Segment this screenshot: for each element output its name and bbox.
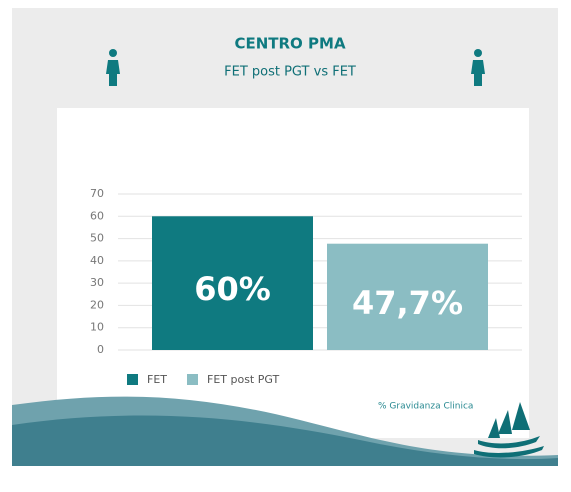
data-label: 60% — [194, 270, 271, 308]
data-label: 47,7% — [352, 284, 463, 322]
plot: 0 10 20 30 40 50 60 70 60% 47,7% FET FET post PGT — [90, 187, 522, 386]
y-tick-label: 10 — [90, 321, 104, 334]
y-tick-label: 30 — [90, 276, 104, 289]
y-tick-label: 0 — [97, 343, 104, 356]
y-tick-label: 50 — [90, 232, 104, 245]
chart-subtitle: FET post PGT vs FET — [224, 65, 356, 80]
wave — [12, 415, 558, 466]
legend-label: FET post PGT — [207, 373, 280, 386]
person-icon — [106, 49, 485, 86]
y-tick-label: 20 — [90, 298, 104, 311]
bar — [152, 216, 313, 350]
y-tick-label: 70 — [90, 187, 104, 200]
bar — [327, 243, 488, 350]
legend-swatch — [187, 374, 198, 385]
y-tick-label: 60 — [90, 209, 104, 222]
y-tick-label: 40 — [90, 254, 104, 267]
chart-title: CENTRO PMA — [234, 35, 345, 53]
logo — [474, 402, 544, 458]
annotation: % Gravidanza Clinica — [378, 402, 473, 412]
legend-label: FET — [147, 373, 167, 386]
legend-swatch — [127, 374, 138, 385]
